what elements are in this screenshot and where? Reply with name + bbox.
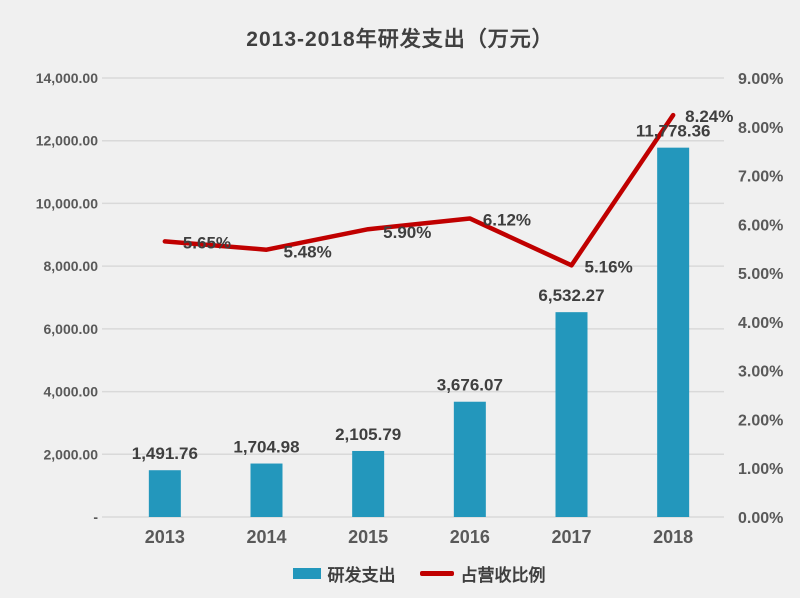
chart-title: 2013-2018年研发支出（万元） xyxy=(246,28,554,51)
legend-line-label: 占营收比例 xyxy=(460,565,546,585)
y-axis-right-tick-label: 6.00% xyxy=(738,217,783,234)
bar-2017 xyxy=(555,312,588,517)
bar-value-label-2017: 6,532.27 xyxy=(538,286,604,305)
x-axis-label-2014: 2014 xyxy=(246,527,286,547)
legend-bar-swatch-icon xyxy=(292,567,321,579)
y-axis-left-tick-label: 14,000.00 xyxy=(36,70,98,86)
legend-item-bar-series: 研发支出 xyxy=(292,561,396,586)
bar-2015 xyxy=(352,450,385,517)
y-axis-right-tick-label: 8.00% xyxy=(738,120,783,137)
bar-value-label-2016: 3,676.07 xyxy=(437,376,503,395)
y-axis-left-tick-label: 12,000.00 xyxy=(36,133,98,149)
line-series-path xyxy=(162,112,676,268)
x-axis-label-2016: 2016 xyxy=(450,527,490,547)
y-axis-right-tick-label: 4.00% xyxy=(738,315,783,332)
line-value-label-2015: 5.90% xyxy=(383,223,431,242)
y-axis-left-tick-label: 10,000.00 xyxy=(36,195,98,211)
bar-2013 xyxy=(148,470,181,517)
line-value-label-2014: 5.48% xyxy=(284,243,332,262)
line-value-label-2018: 8.24% xyxy=(685,107,733,126)
y-axis-right-tick-label: 0.00% xyxy=(738,510,783,527)
x-axis-label-2018: 2018 xyxy=(653,527,693,547)
y-axis-left-tick-label: 6,000.00 xyxy=(44,321,99,337)
legend-item-line-series: 占营收比例 xyxy=(419,561,546,586)
y-axis-left-tick-label: 4,000.00 xyxy=(44,384,99,400)
y-axis-right-tick-label: 7.00% xyxy=(738,169,783,186)
y-axis-right-tick-label: 5.00% xyxy=(738,266,783,283)
chart-legend: 研发支出 占营收比例 xyxy=(114,558,724,588)
x-axis-label-2013: 2013 xyxy=(145,527,185,547)
legend-bar-label: 研发支出 xyxy=(327,565,396,585)
line-value-label-2017: 5.16% xyxy=(585,257,633,276)
y-axis-right-tick-label: 1.00% xyxy=(738,461,783,478)
bar-value-label-2014: 1,704.98 xyxy=(233,438,299,457)
x-axis-label-2017: 2017 xyxy=(551,527,591,547)
y-axis-right-tick-label: 2.00% xyxy=(738,412,783,429)
y-axis-right-tick-label: 3.00% xyxy=(738,364,783,381)
line-value-label-2013: 5.65% xyxy=(183,233,231,252)
x-axis-label-2015: 2015 xyxy=(348,527,388,547)
bar-2018 xyxy=(657,147,690,517)
y-axis-left-tick-label: - xyxy=(93,509,98,525)
bar-value-label-2013: 1,491.76 xyxy=(132,444,198,463)
y-axis-left-tick-label: 8,000.00 xyxy=(44,258,99,274)
legend-line-swatch-icon xyxy=(419,570,454,576)
bar-2016 xyxy=(453,401,486,517)
y-axis-left-tick-label: 2,000.00 xyxy=(44,446,99,462)
bar-2014 xyxy=(250,463,283,517)
y-axis-right-tick-label: 9.00% xyxy=(738,71,783,88)
bar-value-label-2018: 11,778.36 xyxy=(636,122,711,141)
line-value-label-2016: 6.12% xyxy=(483,210,531,229)
bar-value-label-2015: 2,105.79 xyxy=(335,425,401,444)
